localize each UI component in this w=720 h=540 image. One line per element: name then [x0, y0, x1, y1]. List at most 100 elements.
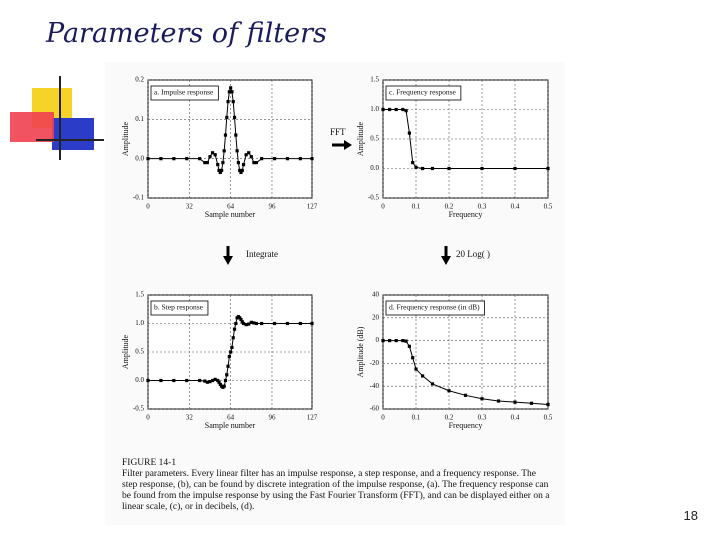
panel-label-box [150, 85, 219, 101]
marker [234, 321, 238, 326]
marker [260, 157, 264, 161]
x-tick-label: 0.2 [445, 414, 454, 422]
panel-label: a. Impulse response [154, 88, 214, 97]
x-tick-label: 64 [227, 203, 235, 211]
x-tick-label: 127 [307, 414, 318, 422]
marker [222, 384, 226, 388]
marker [285, 321, 290, 326]
marker [231, 336, 235, 340]
marker [513, 400, 517, 404]
marker [254, 321, 259, 326]
y-tick-label: 0.5 [135, 348, 144, 356]
marker [146, 157, 150, 161]
marker [244, 153, 248, 157]
marker [172, 378, 176, 383]
marker [285, 157, 290, 161]
marker [185, 157, 189, 161]
marker [231, 100, 235, 104]
marker [213, 153, 217, 157]
marker [216, 378, 220, 383]
marker [407, 344, 411, 348]
marker [208, 155, 212, 159]
x-tick-label: 0.4 [511, 414, 520, 422]
x-axis-label: Frequency [449, 210, 483, 219]
caption: FIGURE 14-1 Filter parameters. Every line… [122, 458, 552, 513]
y-tick-label: 40 [372, 291, 380, 299]
marker [216, 162, 220, 167]
y-tick-label: -0.1 [133, 194, 145, 202]
y-tick-label: -20 [370, 359, 380, 367]
x-axis-label: Sample number [205, 421, 256, 430]
y-tick-label: -0.5 [133, 405, 145, 413]
marker [247, 151, 251, 155]
marker [463, 393, 468, 397]
annotation: Integrate [246, 249, 278, 259]
y-tick-label: 0.0 [370, 164, 379, 172]
marker [260, 321, 264, 326]
marker [496, 399, 501, 403]
panel-label: b. Step response [154, 303, 204, 312]
marker [226, 100, 230, 104]
panel-label: c. Frequency response [389, 88, 457, 97]
marker [388, 339, 392, 343]
marker [310, 321, 314, 326]
x-tick-label: 0 [381, 203, 385, 211]
marker [430, 166, 435, 171]
y-tick-label: 0 [376, 336, 380, 344]
marker [298, 157, 302, 161]
x-tick-label: 0 [381, 414, 385, 422]
marker [254, 161, 259, 165]
x-tick-label: 0 [146, 203, 150, 211]
fft-arrow [332, 140, 352, 150]
y-tick-label: 1.0 [370, 105, 379, 113]
marker [236, 161, 240, 165]
y-tick-label: 1.5 [370, 76, 379, 84]
y-tick-label: 1.5 [135, 291, 144, 299]
marker [223, 378, 228, 383]
marker [226, 364, 230, 368]
marker [252, 321, 256, 325]
marker [221, 161, 225, 165]
marker [430, 382, 435, 386]
marker [222, 149, 226, 153]
marker [159, 157, 163, 161]
marker [203, 379, 207, 383]
marker [227, 354, 231, 359]
marker [411, 161, 415, 165]
marker [401, 339, 405, 343]
marker [210, 151, 215, 155]
panel-label-box [385, 300, 486, 316]
marker [414, 165, 418, 169]
caption-heading: FIGURE 14-1 [122, 458, 177, 468]
marker [185, 378, 189, 383]
marker [217, 380, 221, 384]
marker [159, 378, 163, 383]
marker [225, 115, 229, 119]
x-tick-label: 0.3 [478, 414, 487, 422]
marker [244, 323, 248, 327]
y-axis-label: Amplitude (dB) [356, 326, 365, 377]
marker [146, 378, 150, 383]
log-arrow [441, 246, 451, 265]
marker [381, 107, 385, 112]
marker [239, 317, 243, 322]
y-axis-label: Amplitude [356, 121, 365, 156]
marker [225, 373, 229, 377]
y-tick-label: 20 [372, 313, 380, 321]
marker [546, 166, 550, 171]
y-tick-label: 0.5 [370, 135, 379, 143]
x-tick-label: 32 [186, 414, 194, 422]
page-number: 18 [683, 508, 698, 523]
marker [232, 327, 237, 331]
marker [223, 133, 228, 137]
marker [249, 320, 253, 324]
marker [217, 168, 221, 173]
marker [240, 168, 244, 173]
x-tick-label: 0 [146, 414, 150, 422]
marker [203, 161, 207, 165]
marker [205, 380, 210, 384]
marker [421, 166, 425, 171]
marker [218, 382, 222, 387]
marker [208, 380, 212, 384]
x-tick-label: 0.5 [544, 414, 553, 422]
